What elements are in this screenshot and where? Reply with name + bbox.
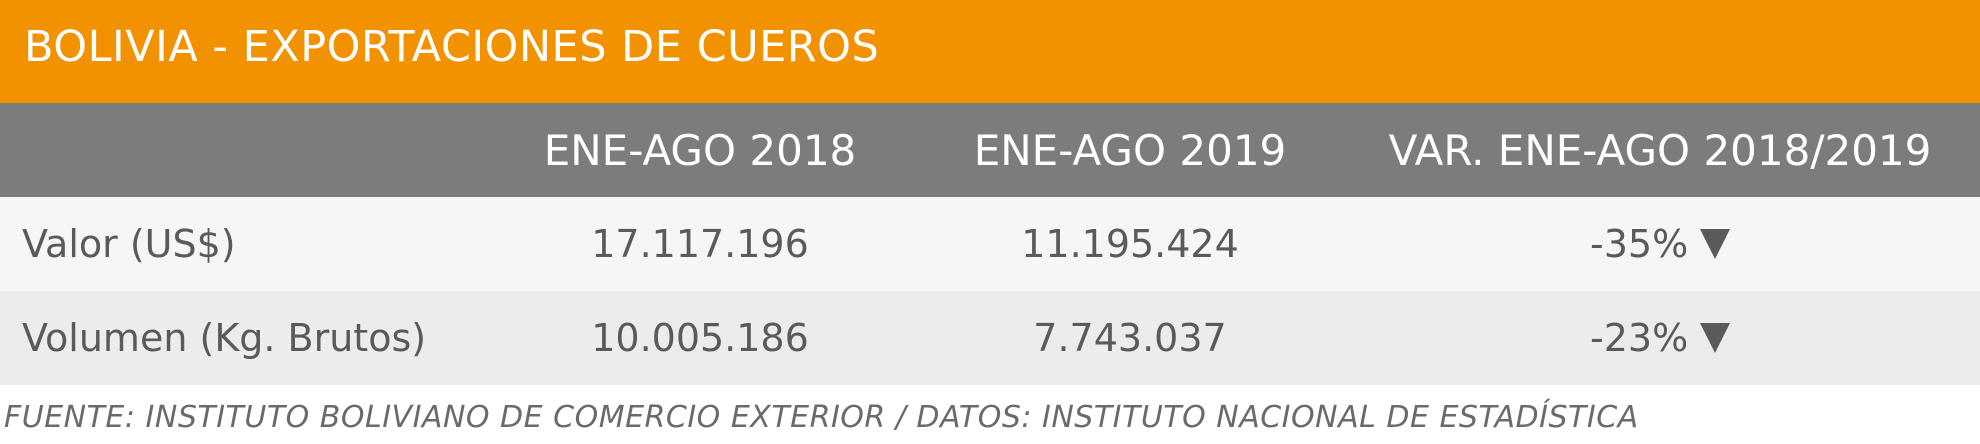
value-2019: 7.743.037: [1033, 316, 1227, 360]
table-header-row: ENE-AGO 2018 ENE-AGO 2019 VAR. ENE-AGO 2…: [0, 103, 1980, 197]
variation-value: -35%: [1590, 222, 1689, 266]
value-2018: 17.117.196: [591, 222, 809, 266]
value-2019: 11.195.424: [1021, 222, 1239, 266]
row-label: Volumen (Kg. Brutos): [22, 316, 427, 360]
source-footnote: FUENTE: INSTITUTO BOLIVIANO DE COMERCIO …: [4, 400, 1639, 435]
variation-cell: -23%: [1590, 316, 1731, 360]
down-triangle-icon: [1700, 229, 1731, 259]
row-label: Valor (US$): [22, 222, 236, 266]
header-ene-ago-2018: ENE-AGO 2018: [543, 126, 857, 175]
table-row: Valor (US$) 17.117.196 11.195.424 -35%: [0, 197, 1980, 291]
variation-value: -23%: [1590, 316, 1689, 360]
table-title: BOLIVIA - EXPORTACIONES DE CUEROS: [24, 22, 880, 72]
value-2018: 10.005.186: [591, 316, 809, 360]
header-variation: VAR. ENE-AGO 2018/2019: [1388, 126, 1932, 175]
header-ene-ago-2019: ENE-AGO 2019: [973, 126, 1287, 175]
title-bar: BOLIVIA - EXPORTACIONES DE CUEROS: [0, 0, 1980, 103]
down-triangle-icon: [1700, 323, 1731, 353]
variation-cell: -35%: [1590, 222, 1731, 266]
table-row: Volumen (Kg. Brutos) 10.005.186 7.743.03…: [0, 291, 1980, 385]
